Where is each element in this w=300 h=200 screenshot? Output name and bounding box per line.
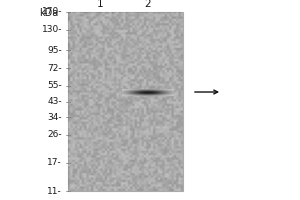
Text: 1: 1	[97, 0, 103, 9]
Text: 11-: 11-	[47, 186, 62, 196]
Text: kDa: kDa	[39, 8, 58, 18]
Text: 26-: 26-	[47, 130, 62, 139]
Text: 170-: 170-	[41, 7, 62, 17]
Text: 17-: 17-	[47, 158, 62, 167]
Text: 130-: 130-	[41, 25, 62, 34]
Text: 43-: 43-	[47, 97, 62, 106]
Bar	[68, 12, 183, 191]
Text: 95-: 95-	[47, 46, 62, 55]
Text: 34-: 34-	[47, 113, 62, 122]
Text: 2: 2	[145, 0, 151, 9]
Text: 72-: 72-	[47, 64, 62, 73]
Text: 55-: 55-	[47, 81, 62, 90]
